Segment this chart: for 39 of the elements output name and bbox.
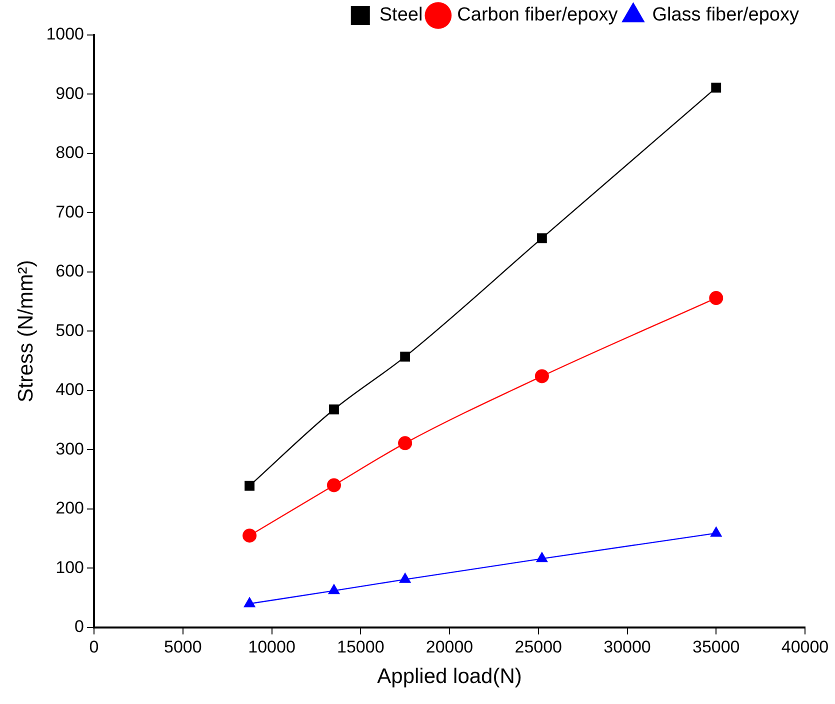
x-tick-label: 40000: [781, 637, 829, 656]
y-tick-label: 600: [56, 262, 84, 281]
x-tick-label: 30000: [604, 637, 651, 656]
y-tick-label: 300: [56, 439, 84, 458]
point: [536, 233, 547, 244]
x-axis-title: Applied load(N): [377, 665, 522, 688]
y-tick-label: 700: [56, 202, 84, 222]
point: [534, 369, 549, 384]
point: [710, 526, 722, 537]
point: [329, 404, 339, 414]
point: [328, 584, 340, 594]
point: [400, 352, 410, 362]
x-tick-label: 0: [89, 637, 99, 656]
y-tick-label: 1000: [46, 24, 84, 44]
x-tick-label: 15000: [336, 637, 384, 656]
legend-label: Steel: [379, 4, 423, 26]
point: [326, 478, 341, 492]
x-tick-label: 10000: [248, 637, 296, 656]
y-tick-label: 900: [56, 84, 84, 103]
point: [536, 552, 548, 562]
x-tick-label: 25000: [514, 637, 562, 656]
x-tick-label: 20000: [426, 637, 474, 656]
y-tick-label: 800: [56, 143, 84, 162]
point: [244, 480, 254, 491]
point: [399, 572, 412, 583]
y-tick-label: 200: [56, 498, 84, 518]
x-tick-label: 5000: [164, 637, 202, 656]
point: [242, 528, 257, 543]
legend-label: Carbon fiber/epoxy: [457, 4, 618, 26]
legend-label: Glass fiber/epoxy: [652, 4, 800, 26]
point: [243, 596, 256, 608]
point: [398, 436, 412, 450]
y-axis-title: Stress (N/mm²): [14, 260, 38, 402]
point: [709, 291, 724, 306]
y-tick-label: 0: [74, 617, 84, 636]
y-tick-label: 100: [56, 558, 84, 577]
y-tick-label: 500: [56, 320, 84, 340]
x-tick-label: 35000: [692, 637, 740, 656]
y-tick-label: 400: [56, 380, 84, 400]
